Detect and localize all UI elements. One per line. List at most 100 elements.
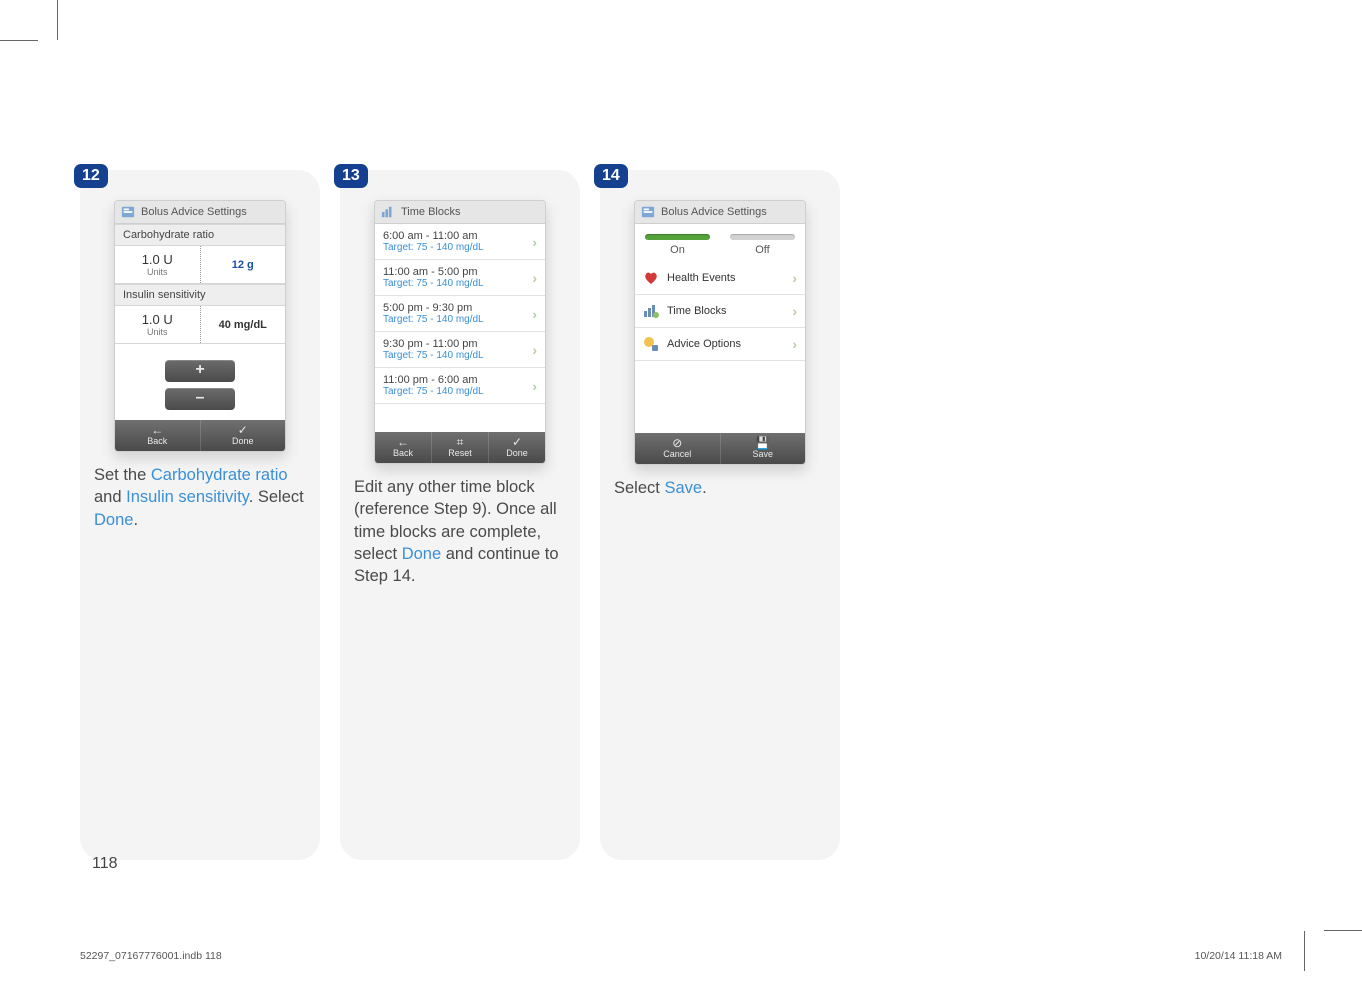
reset-button[interactable]: ⌗ Reset: [432, 432, 489, 463]
phone-footer: ← Back ✓ Done: [115, 420, 285, 451]
back-label: Back: [147, 436, 167, 446]
phone-title: Bolus Advice Settings: [661, 206, 767, 218]
time-range: 9:30 pm - 11:00 pm: [383, 338, 484, 350]
crop-mark: [57, 0, 58, 40]
target-range: Target: 75 - 140 mg/dL: [383, 314, 484, 325]
on-off-toggle[interactable]: On Off: [635, 224, 805, 262]
menu-label: Time Blocks: [667, 305, 727, 317]
menu-advice-options[interactable]: Advice Options ›: [635, 328, 805, 361]
chevron-right-icon: ›: [532, 342, 537, 358]
step-13-caption: Edit any other time block (reference Ste…: [354, 476, 566, 587]
done-button[interactable]: ✓ Done: [489, 432, 545, 463]
carb-value: 1.0 U: [123, 252, 192, 267]
target-range: Target: 75 - 140 mg/dL: [383, 242, 484, 253]
chevron-right-icon: ›: [792, 336, 797, 352]
toggle-off[interactable]: Off: [720, 230, 805, 256]
clock-chart-icon: [381, 205, 395, 219]
cancel-button[interactable]: ⊘ Cancel: [635, 433, 721, 464]
toggle-on-bar: [645, 234, 710, 240]
time-block-row[interactable]: 9:30 pm - 11:00 pmTarget: 75 - 140 mg/dL…: [375, 332, 545, 368]
cap-highlight: Save: [664, 479, 702, 497]
step-14-caption: Select Save.: [614, 477, 826, 499]
save-label: Save: [752, 449, 773, 459]
cap-highlight: Carbohydrate ratio: [151, 466, 288, 484]
menu-label: Health Events: [667, 272, 735, 284]
menu-time-blocks[interactable]: Time Blocks ›: [635, 295, 805, 328]
time-block-row[interactable]: 11:00 am - 5:00 pmTarget: 75 - 140 mg/dL…: [375, 260, 545, 296]
crop-mark: [1324, 930, 1362, 931]
step-12-panel: 12 Bolus Advice Settings Carbohydrate ra…: [80, 170, 320, 860]
heart-icon: [643, 270, 659, 286]
save-icon: 💾: [721, 437, 806, 449]
cancel-icon: ⊘: [635, 437, 720, 449]
time-block-row[interactable]: 11:00 pm - 6:00 amTarget: 75 - 140 mg/dL…: [375, 368, 545, 404]
phone-screen-12: Bolus Advice Settings Carbohydrate ratio…: [114, 200, 286, 452]
settings-icon: [121, 205, 135, 219]
phone-screen-14: Bolus Advice Settings On Off: [634, 200, 806, 465]
back-button[interactable]: ← Back: [115, 420, 201, 451]
back-button[interactable]: ← Back: [375, 432, 432, 463]
footer-filename: 52297_07167776001.indb 118: [80, 950, 222, 962]
carb-unit: Units: [123, 267, 192, 277]
plus-minus-group: + –: [115, 344, 285, 420]
chevron-right-icon: ›: [532, 306, 537, 322]
cap-highlight: Insulin sensitivity: [126, 488, 249, 506]
step-12-caption: Set the Carbohydrate ratio and Insulin s…: [94, 464, 306, 531]
cap-text: Select: [614, 479, 664, 497]
time-range: 6:00 am - 11:00 am: [383, 230, 484, 242]
time-block-row[interactable]: 6:00 am - 11:00 amTarget: 75 - 140 mg/dL…: [375, 224, 545, 260]
done-label: Done: [232, 436, 254, 446]
insulin-row[interactable]: 1.0 U Units 40 mg/dL: [115, 306, 285, 344]
step-badge-12: 12: [74, 164, 108, 188]
toggle-on[interactable]: On: [635, 230, 720, 256]
carb-right-value[interactable]: 12 g: [201, 246, 286, 283]
back-arrow-icon: ←: [375, 436, 431, 448]
footer-datetime: 10/20/14 11:18 AM: [1195, 950, 1282, 962]
page-number: 118: [92, 855, 118, 873]
time-range: 11:00 am - 5:00 pm: [383, 266, 484, 278]
target-range: Target: 75 - 140 mg/dL: [383, 386, 484, 397]
back-arrow-icon: ←: [115, 424, 200, 436]
target-range: Target: 75 - 140 mg/dL: [383, 350, 484, 361]
off-label: Off: [755, 244, 769, 256]
carb-left: 1.0 U Units: [115, 246, 201, 283]
chevron-right-icon: ›: [532, 234, 537, 250]
phone-title: Bolus Advice Settings: [141, 206, 247, 218]
chevron-right-icon: ›: [532, 378, 537, 394]
time-range: 5:00 pm - 9:30 pm: [383, 302, 484, 314]
save-button[interactable]: 💾 Save: [721, 433, 806, 464]
done-button[interactable]: ✓ Done: [201, 420, 286, 451]
insulin-right-value[interactable]: 40 mg/dL: [201, 306, 286, 343]
carb-ratio-label: Carbohydrate ratio: [115, 224, 285, 246]
plus-button[interactable]: +: [165, 360, 235, 382]
advice-options-icon: [643, 336, 659, 352]
insulin-value: 1.0 U: [123, 312, 192, 327]
carb-ratio-row[interactable]: 1.0 U Units 12 g: [115, 246, 285, 284]
back-label: Back: [393, 448, 413, 458]
insulin-left: 1.0 U Units: [115, 306, 201, 343]
chevron-right-icon: ›: [792, 270, 797, 286]
phone-header: Bolus Advice Settings: [635, 201, 805, 224]
reset-label: Reset: [448, 448, 472, 458]
phone-footer: ⊘ Cancel 💾 Save: [635, 433, 805, 464]
phone-title: Time Blocks: [401, 206, 461, 218]
target-range: Target: 75 - 140 mg/dL: [383, 278, 484, 289]
step-badge-13: 13: [334, 164, 368, 188]
crop-mark: [1304, 931, 1305, 971]
cap-text: . Select: [249, 488, 304, 506]
chevron-right-icon: ›: [792, 303, 797, 319]
phone-header: Bolus Advice Settings: [115, 201, 285, 224]
timeblocks-icon: [643, 303, 659, 319]
phone-header: Time Blocks: [375, 201, 545, 224]
cancel-label: Cancel: [663, 449, 691, 459]
on-label: On: [670, 244, 685, 256]
settings-icon: [641, 205, 655, 219]
menu-health-events[interactable]: Health Events ›: [635, 262, 805, 295]
minus-button[interactable]: –: [165, 388, 235, 410]
step-14-panel: 14 Bolus Advice Settings On Off: [600, 170, 840, 860]
cap-highlight: Done: [94, 511, 133, 529]
check-icon: ✓: [201, 424, 286, 436]
step-13-panel: 13 Time Blocks 6:00 am - 11:00 amTarget:…: [340, 170, 580, 860]
time-block-row[interactable]: 5:00 pm - 9:30 pmTarget: 75 - 140 mg/dL …: [375, 296, 545, 332]
time-range: 11:00 pm - 6:00 am: [383, 374, 484, 386]
